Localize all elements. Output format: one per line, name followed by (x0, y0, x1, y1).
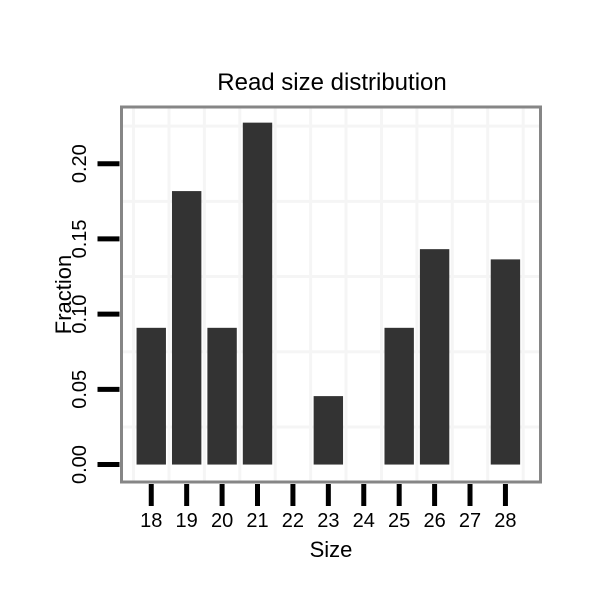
panel-border (120, 105, 542, 484)
bar-size-18 (136, 327, 166, 465)
x-tick-label: 19 (176, 510, 198, 532)
x-tick-label: 27 (459, 510, 481, 532)
x-tick-label: 23 (317, 510, 339, 532)
y-tick-label: 0.20 (69, 144, 91, 183)
y-tick-label: 0.15 (69, 219, 91, 258)
bar-size-25 (384, 327, 414, 465)
x-axis-title: Size (310, 537, 353, 562)
bar-size-21 (242, 122, 273, 465)
x-tick-label: 18 (140, 510, 162, 532)
x-tick-label: 26 (423, 510, 445, 532)
bar-size-20 (207, 327, 237, 465)
bar-size-23 (313, 396, 344, 465)
panel-layer: 0.00 0.05 0.10 0.15 0.20 18 19 20 21 22 23 24 25 26 27… (69, 105, 542, 532)
y-axis-title: Fraction (51, 255, 76, 334)
bar-size-28 (490, 259, 521, 465)
x-tick-label: 25 (388, 510, 410, 532)
y-tick-label: 0.05 (69, 370, 91, 409)
x-tick-label: 21 (246, 510, 268, 532)
bar-size-19 (171, 191, 202, 465)
y-tick-label: 0.00 (69, 445, 91, 484)
x-tick-label: 20 (211, 510, 233, 532)
x-tick-label: 22 (282, 510, 304, 532)
x-tick-label: 28 (494, 510, 516, 532)
bar-size-26 (419, 249, 450, 465)
chart-title: Read size distribution (217, 69, 446, 96)
x-tick-label: 24 (353, 510, 375, 532)
y-tick-label: 0.10 (69, 295, 91, 334)
